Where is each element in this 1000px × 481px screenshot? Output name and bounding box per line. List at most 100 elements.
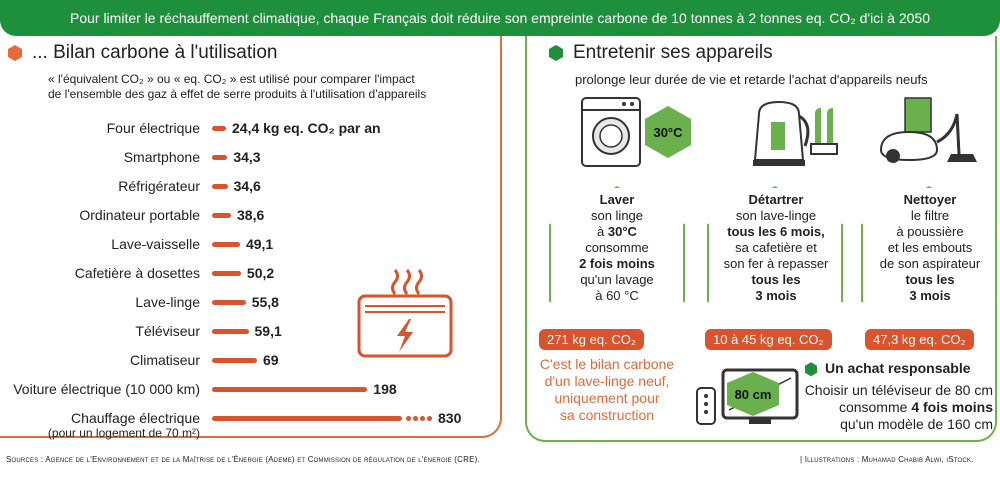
tip-line: tous les bbox=[857, 272, 1000, 288]
tip-line: 2 fois moins bbox=[549, 256, 685, 272]
left-subtitle: « l'équivalent CO₂ » ou « eq. CO₂ » est … bbox=[48, 72, 488, 102]
construction-note-line: uniquement pour bbox=[554, 390, 660, 406]
tip-line-segment: son linge bbox=[590, 208, 644, 223]
left-panel: ... Bilan carbone à l'utilisation « l'éq… bbox=[0, 36, 502, 440]
bar-value-label: 50,2 bbox=[246, 265, 275, 281]
washing-machine-icon bbox=[581, 97, 641, 167]
tip-line: et les embouts bbox=[857, 240, 1000, 256]
bar-category-label: Lave-vaisselle bbox=[111, 236, 200, 252]
bar-category-label: Chauffage électrique bbox=[71, 410, 200, 426]
construction-note-line: sa construction bbox=[559, 407, 655, 423]
bar-category-sublabel: (pour un logement de 70 m²) bbox=[47, 426, 200, 440]
bar-break-dot bbox=[427, 416, 432, 421]
tip-line-segment: tous les 6 mois, bbox=[727, 224, 825, 239]
tip-line-segment: le filtre bbox=[910, 208, 950, 223]
tip-line-segment: sa cafetière et bbox=[735, 240, 817, 255]
responsible-line1: Choisir un téléviseur de 80 cm bbox=[804, 382, 993, 398]
bar-category-label: Climatiseur bbox=[129, 352, 200, 368]
tip-line: à poussière bbox=[857, 224, 1000, 240]
bar-value-label: 34,3 bbox=[233, 149, 261, 165]
tip-descale-text: Détartrer son lave-linge tous les 6 mois, s… bbox=[703, 192, 849, 304]
bar bbox=[212, 329, 249, 334]
bar-category-label: Four électrique bbox=[106, 120, 200, 136]
tip-line: de son aspirateur bbox=[857, 256, 1000, 272]
responsible-line3: qu'un modèle de 160 cm bbox=[840, 416, 993, 432]
tip-line-segment: consomme bbox=[585, 240, 649, 255]
tv-size-badge: 80 cm bbox=[727, 372, 779, 416]
bar-value-label: 34,6 bbox=[233, 178, 261, 194]
tip-line: Laver bbox=[549, 192, 685, 208]
tip-line-segment: 2 fois moins bbox=[579, 256, 655, 271]
bar bbox=[212, 126, 226, 131]
tip-wash-badge: 271 kg eq. CO₂ bbox=[539, 329, 644, 350]
bar-category-label: Smartphone bbox=[123, 149, 200, 165]
left-title: ... Bilan carbone à l'utilisation bbox=[8, 42, 278, 64]
bar bbox=[212, 242, 240, 247]
tip-hexagon-clean bbox=[861, 186, 997, 340]
tip-line: à 60 °C bbox=[549, 288, 685, 304]
tip-line: consomme bbox=[549, 240, 685, 256]
bar-value-label: 49,1 bbox=[245, 236, 274, 252]
bar-value-label: 69 bbox=[262, 352, 279, 368]
tip-descale-badge: 10 à 45 kg eq. CO₂ bbox=[705, 329, 832, 350]
construction-note-line: d'un lave-linge neuf, bbox=[544, 373, 670, 389]
tip-line: à 30°C bbox=[549, 224, 685, 240]
responsible-line2-bold: 4 fois moins bbox=[911, 399, 993, 415]
responsible-text: Choisir un téléviseur de 80 cm consomme … bbox=[799, 382, 993, 433]
tip-line-segment: 3 mois bbox=[755, 288, 797, 303]
bar bbox=[212, 416, 402, 421]
tip-line-segment: qu'un lavage bbox=[580, 272, 654, 287]
hexagon-bullet-icon bbox=[8, 44, 22, 61]
tip-line-segment: Laver bbox=[599, 192, 635, 207]
bar bbox=[212, 300, 246, 305]
tip-clean-badge: 47,3 kg eq. CO₂ bbox=[865, 329, 974, 350]
tip-line: Détartrer bbox=[703, 192, 849, 208]
right-title: Entretenir ses appareils bbox=[549, 42, 773, 64]
top-banner: Pour limiter le réchauffement climatique… bbox=[0, 0, 1000, 36]
bar bbox=[212, 271, 241, 276]
construction-note: C'est le bilan carbone d'un lave-linge n… bbox=[531, 356, 683, 424]
bar-value-label: 198 bbox=[373, 381, 397, 397]
tip-line-segment: à 60 °C bbox=[595, 288, 639, 303]
tip-line-segment: 3 mois bbox=[909, 288, 951, 303]
temperature-label: 30°C bbox=[653, 124, 683, 140]
tip-line-segment: tous les bbox=[905, 272, 955, 287]
tip-line: le filtre bbox=[857, 208, 1000, 224]
right-panel: Entretenir ses appareils prolonge leur d… bbox=[525, 36, 997, 442]
tip-line-segment: à poussière bbox=[896, 224, 964, 239]
bar-value-label: 830 bbox=[438, 410, 462, 426]
bar-value-label: 55,8 bbox=[251, 294, 279, 310]
footer-illustrations: | Illustrations : Muhamad Chabib Alwi, i… bbox=[800, 455, 974, 464]
tip-line: son lave-linge bbox=[703, 208, 849, 224]
tip-line-segment: Détartrer bbox=[748, 192, 804, 207]
left-subtitle-line1: « l'équivalent CO₂ » ou « eq. CO₂ » est … bbox=[48, 72, 415, 86]
tip-hexagon-descale bbox=[707, 186, 843, 340]
tip-line: Nettoyer bbox=[857, 192, 1000, 208]
responsible-title-text: Un achat responsable bbox=[825, 360, 971, 376]
left-subtitle-line2: de l'ensemble des gaz à effet de serre p… bbox=[48, 87, 427, 101]
tip-line: tous les bbox=[703, 272, 849, 288]
footer-sources: Sources : Agence de l'Environnement et d… bbox=[6, 455, 480, 464]
left-title-text: ... Bilan carbone à l'utilisation bbox=[32, 42, 278, 63]
kettle-iron-icon bbox=[753, 100, 838, 166]
right-title-text: Entretenir ses appareils bbox=[573, 42, 773, 63]
tip-line-segment: à bbox=[597, 224, 608, 239]
tip-line-segment: son fer à repasser bbox=[723, 256, 829, 271]
bar-value-label: 59,1 bbox=[254, 323, 282, 339]
temperature-badge: 30°C bbox=[645, 106, 691, 158]
tip-line-segment: son lave-linge bbox=[735, 208, 817, 223]
vacuum-cleaner-icon bbox=[879, 97, 977, 163]
bar-category-label: Ordinateur portable bbox=[79, 207, 200, 223]
tip-line: tous les 6 mois, bbox=[703, 224, 849, 240]
tv-size-label: 80 cm bbox=[734, 386, 772, 402]
tip-hexagon-wash bbox=[549, 186, 685, 340]
tip-line: son linge bbox=[549, 208, 685, 224]
bar-value-label: 24,4 kg eq. CO₂ par an bbox=[232, 120, 381, 136]
tip-line-segment: tous les bbox=[751, 272, 801, 287]
bar-break-dot bbox=[420, 416, 425, 421]
bar-break-dot bbox=[413, 416, 418, 421]
bar bbox=[212, 155, 228, 160]
right-subtitle: prolonge leur durée de vie et retarde l'… bbox=[575, 72, 928, 87]
responsible-title: Un achat responsable bbox=[805, 360, 971, 377]
responsible-line2: consomme 4 fois moins bbox=[799, 399, 993, 416]
